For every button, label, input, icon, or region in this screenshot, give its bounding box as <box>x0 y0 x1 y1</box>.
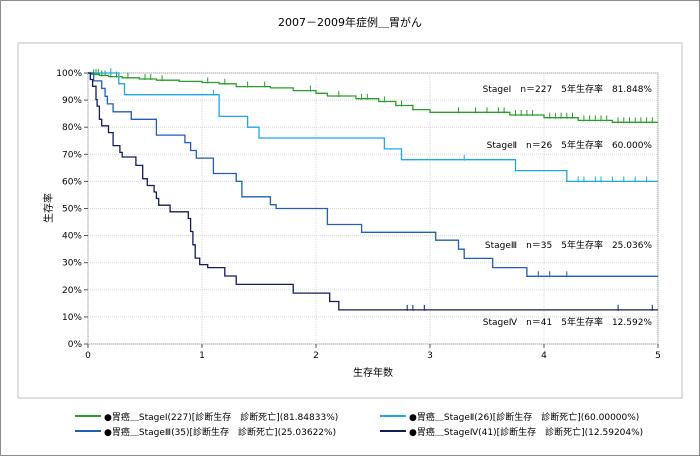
legend-item-2: ●胃癌＿StageⅡ(26)[診断生存 診断死亡](60.00000%) <box>380 410 640 423</box>
legend-label: ●胃癌＿StageⅠ(227)[診断生存 診断死亡](81.84833%) <box>104 412 339 423</box>
y-tick-label: 60% <box>62 177 82 187</box>
legend-item-3: ●胃癌＿StageⅢ(35)[診断生存 診断死亡](25.03622%) <box>75 425 337 438</box>
chart-title: 2007－2009年症例＿胃がん <box>278 15 422 29</box>
axes: 0% 10% 20% 30% 40% 50% 60% 70% 80% 90% 100% 0 1 2 3 4 5 <box>56 69 661 361</box>
legend-label: ●胃癌＿StageⅢ(35)[診断生存 診断死亡](25.03622%) <box>104 427 337 438</box>
series-annotation-1: StageⅠ n＝227 5年生存率 81.848% <box>483 83 653 95</box>
x-tick-label: 0 <box>85 351 91 361</box>
series-line-2 <box>88 72 658 183</box>
series-line-1 <box>88 72 658 123</box>
legend-swatch <box>75 430 101 432</box>
x-tick-label: 4 <box>541 351 547 361</box>
series-line-4 <box>88 72 658 311</box>
series-line-3 <box>88 72 658 277</box>
x-tick-label: 1 <box>199 351 205 361</box>
legend-label: ●胃癌＿StageⅡ(26)[診断生存 診断死亡](60.00000%) <box>409 412 640 423</box>
y-tick-label: 50% <box>62 205 82 215</box>
y-tick-label: 90% <box>62 96 82 106</box>
x-tick-label: 2 <box>313 351 319 361</box>
y-tick-label: 10% <box>62 313 82 323</box>
x-tick-label: 5 <box>655 351 661 361</box>
y-tick-label: 40% <box>62 232 82 242</box>
y-tick-label: 30% <box>62 259 82 269</box>
plot-border <box>17 42 683 399</box>
legend-swatch <box>380 430 406 432</box>
legend-item-1: ●胃癌＿StageⅠ(227)[診断生存 診断死亡](81.84833%) <box>75 410 339 423</box>
y-tick-label: 0% <box>68 340 83 350</box>
y-tick-label: 20% <box>62 286 82 296</box>
grid <box>87 72 659 345</box>
legend-swatch <box>75 415 101 417</box>
y-axis-label: 生存率 <box>42 193 55 223</box>
legend-label: ●胃癌＿StageⅣ(41)[診断生存 診断死亡](12.59204%) <box>409 427 644 438</box>
y-tick-label: 80% <box>62 123 82 133</box>
y-tick-label: 100% <box>56 69 82 79</box>
x-axis-label: 生存年数 <box>353 366 393 379</box>
y-tick-label: 70% <box>62 150 82 160</box>
x-tick-label: 3 <box>427 351 433 361</box>
series-group: StageⅠ n＝227 5年生存率 81.848% StageⅡ n＝26 5年… <box>88 68 658 328</box>
series-annotation-2: StageⅡ n＝26 5年生存率 60.000% <box>487 139 653 151</box>
legend-item-4: ●胃癌＿StageⅣ(41)[診断生存 診断死亡](12.59204%) <box>380 425 644 438</box>
series-annotation-4: StageⅣ n＝41 5年生存率 12.592% <box>483 316 653 328</box>
legend-swatch <box>380 415 406 417</box>
series-annotation-3: StageⅢ n＝35 5年生存率 25.036% <box>485 239 653 251</box>
